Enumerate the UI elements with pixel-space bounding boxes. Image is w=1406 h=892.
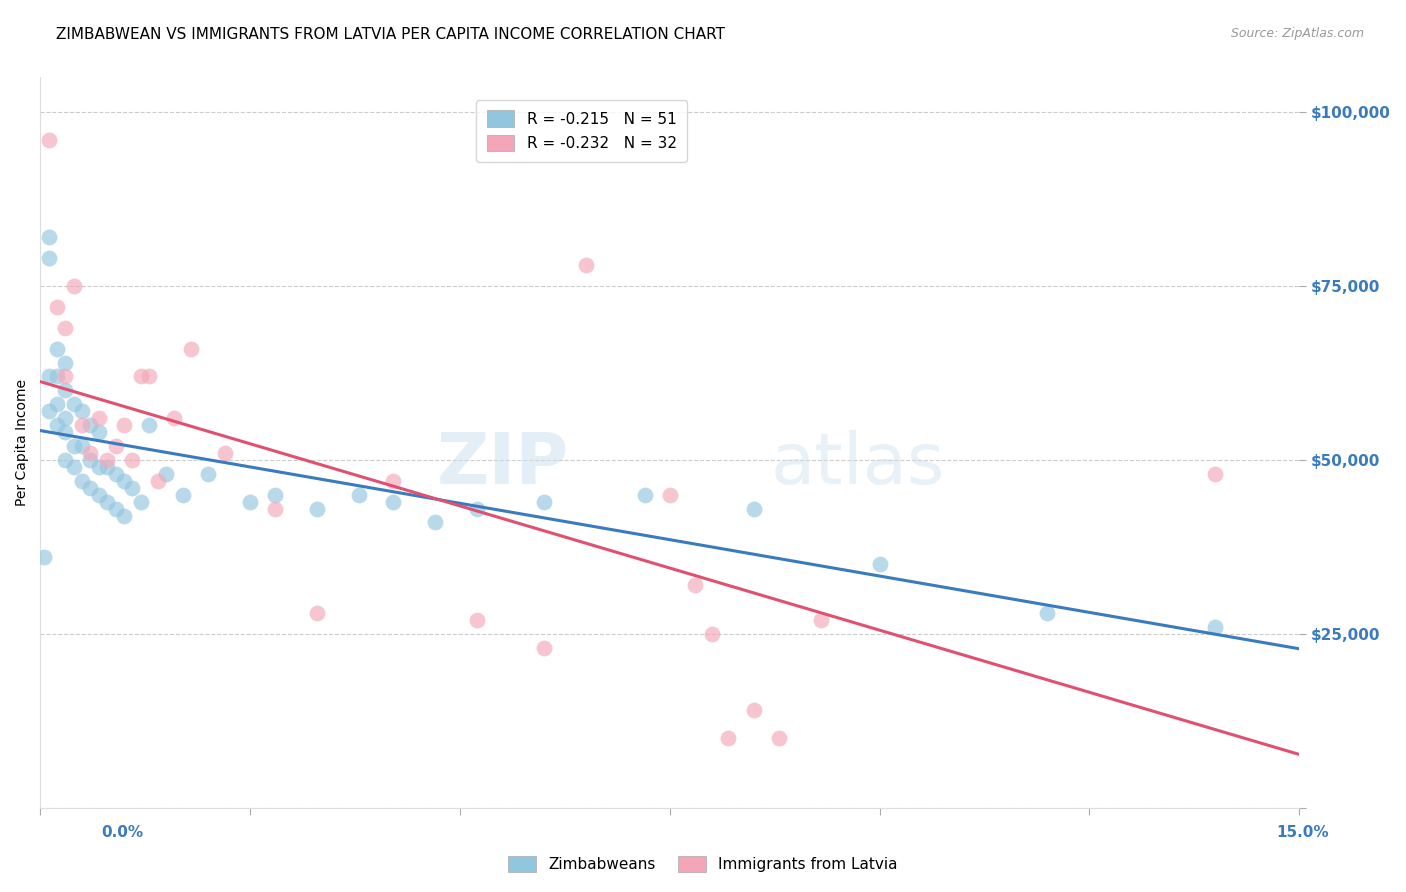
Legend: Zimbabweans, Immigrants from Latvia: Zimbabweans, Immigrants from Latvia bbox=[501, 848, 905, 880]
Point bbox=[70, 474, 93, 488]
Point bbox=[197, 467, 219, 481]
Point bbox=[53, 384, 76, 398]
Point bbox=[683, 578, 706, 592]
Point bbox=[45, 369, 67, 384]
Point bbox=[347, 488, 370, 502]
Point bbox=[465, 501, 488, 516]
Point bbox=[700, 626, 723, 640]
Point bbox=[112, 508, 135, 523]
Point bbox=[239, 494, 262, 508]
Point bbox=[79, 453, 101, 467]
Y-axis label: Per Capita Income: Per Capita Income bbox=[15, 379, 30, 506]
Point bbox=[307, 501, 329, 516]
Point bbox=[163, 411, 186, 425]
Point bbox=[381, 474, 404, 488]
Point bbox=[633, 488, 655, 502]
Point bbox=[112, 418, 135, 433]
Point bbox=[96, 459, 118, 474]
Point bbox=[658, 488, 681, 502]
Point bbox=[121, 453, 143, 467]
Point bbox=[37, 369, 59, 384]
Point bbox=[53, 411, 76, 425]
Point bbox=[79, 446, 101, 460]
Point bbox=[172, 488, 194, 502]
Legend: R = -0.215   N = 51, R = -0.232   N = 32: R = -0.215 N = 51, R = -0.232 N = 32 bbox=[477, 100, 688, 162]
Point bbox=[70, 418, 93, 433]
Point bbox=[307, 606, 329, 620]
Point bbox=[121, 481, 143, 495]
Point bbox=[87, 488, 110, 502]
Point bbox=[45, 418, 67, 433]
Point bbox=[112, 474, 135, 488]
Point bbox=[96, 494, 118, 508]
Point bbox=[79, 418, 101, 433]
Point bbox=[45, 397, 67, 411]
Point bbox=[104, 467, 127, 481]
Point bbox=[1204, 620, 1226, 634]
Point bbox=[742, 703, 765, 717]
Point bbox=[70, 439, 93, 453]
Text: atlas: atlas bbox=[770, 430, 945, 499]
Point bbox=[37, 252, 59, 266]
Point bbox=[53, 425, 76, 439]
Point bbox=[533, 494, 555, 508]
Text: ZIP: ZIP bbox=[437, 430, 569, 499]
Point bbox=[810, 613, 832, 627]
Point bbox=[869, 558, 891, 572]
Point bbox=[87, 425, 110, 439]
Point bbox=[104, 501, 127, 516]
Point bbox=[264, 488, 287, 502]
Point bbox=[53, 320, 76, 334]
Point bbox=[34, 550, 56, 565]
Point bbox=[575, 258, 598, 272]
Text: 0.0%: 0.0% bbox=[101, 825, 143, 840]
Point bbox=[62, 439, 84, 453]
Text: ZIMBABWEAN VS IMMIGRANTS FROM LATVIA PER CAPITA INCOME CORRELATION CHART: ZIMBABWEAN VS IMMIGRANTS FROM LATVIA PER… bbox=[56, 27, 725, 42]
Point bbox=[53, 369, 76, 384]
Point bbox=[45, 300, 67, 314]
Point bbox=[62, 459, 84, 474]
Point bbox=[381, 494, 404, 508]
Point bbox=[87, 411, 110, 425]
Point bbox=[129, 494, 152, 508]
Point bbox=[138, 418, 160, 433]
Point bbox=[138, 369, 160, 384]
Point bbox=[146, 474, 169, 488]
Text: 15.0%: 15.0% bbox=[1277, 825, 1329, 840]
Point bbox=[53, 355, 76, 369]
Point bbox=[104, 439, 127, 453]
Point bbox=[96, 453, 118, 467]
Point bbox=[423, 516, 446, 530]
Point bbox=[214, 446, 236, 460]
Point bbox=[87, 459, 110, 474]
Point bbox=[1204, 467, 1226, 481]
Point bbox=[62, 279, 84, 293]
Point bbox=[180, 342, 202, 356]
Point bbox=[53, 453, 76, 467]
Point bbox=[79, 481, 101, 495]
Point bbox=[62, 397, 84, 411]
Point bbox=[45, 342, 67, 356]
Point bbox=[264, 501, 287, 516]
Point bbox=[37, 230, 59, 244]
Point bbox=[717, 731, 740, 745]
Point bbox=[155, 467, 177, 481]
Point bbox=[533, 640, 555, 655]
Point bbox=[465, 613, 488, 627]
Point bbox=[70, 404, 93, 418]
Point bbox=[742, 501, 765, 516]
Point bbox=[1036, 606, 1059, 620]
Point bbox=[37, 133, 59, 147]
Point bbox=[129, 369, 152, 384]
Point bbox=[37, 404, 59, 418]
Point bbox=[768, 731, 790, 745]
Text: Source: ZipAtlas.com: Source: ZipAtlas.com bbox=[1230, 27, 1364, 40]
